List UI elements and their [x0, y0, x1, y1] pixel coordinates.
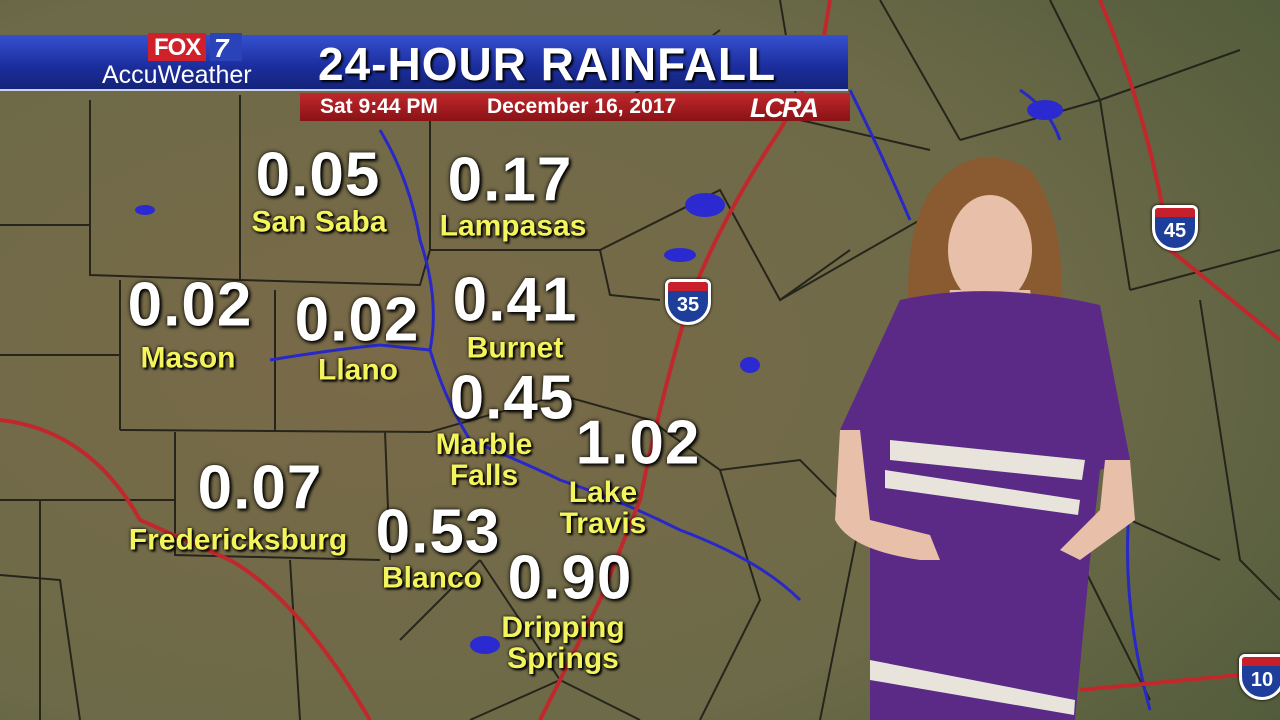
interstate-shield-icon: 35	[665, 279, 711, 325]
rainfall-value: 0.41	[452, 265, 578, 335]
datetime-bar	[300, 93, 850, 121]
title-banner: FOX 7 AccuWeather 24-HOUR RAINFALL Sat 9…	[0, 33, 850, 123]
location-label: San Saba	[251, 205, 387, 239]
rainfall-value: 0.07	[197, 453, 323, 523]
interstate-shield-icon: 45	[1152, 205, 1198, 251]
location-label: Lake Travis	[559, 476, 647, 540]
channel-logo: 7	[210, 33, 242, 63]
rainfall-value: 0.45	[449, 363, 575, 433]
location-label: Llano	[318, 353, 398, 387]
location-label: Lampasas	[439, 209, 587, 243]
rainfall-value: 0.17	[447, 145, 573, 215]
time-label: Sat 9:44 PM	[320, 95, 438, 118]
rainfall-value: 0.02	[294, 285, 420, 355]
accuweather-logo: AccuWeather	[102, 61, 252, 89]
rainfall-value: 0.90	[507, 543, 633, 613]
page-title: 24-HOUR RAINFALL	[318, 38, 777, 90]
presenter	[835, 157, 1135, 720]
location-label: Mason	[140, 341, 236, 375]
location-label: Marble Falls	[435, 428, 533, 492]
location-label: Blanco	[381, 561, 483, 595]
rainfall-value: 0.02	[127, 270, 253, 340]
lcra-logo: LCRA	[750, 93, 819, 123]
rainfall-value: 0.05	[255, 140, 381, 210]
title-bar	[0, 35, 848, 91]
location-label: Burnet	[466, 331, 564, 365]
fox-logo: FOX	[148, 33, 207, 61]
interstate-shield-icon: 10	[1239, 654, 1280, 700]
rainfall-value: 0.53	[375, 497, 501, 567]
lakes	[135, 100, 1063, 654]
date-label: December 16, 2017	[487, 95, 677, 118]
rainfall-value: 1.02	[575, 408, 701, 478]
location-label: Fredericksburg	[128, 523, 348, 557]
location-label: Dripping Springs	[501, 611, 625, 675]
